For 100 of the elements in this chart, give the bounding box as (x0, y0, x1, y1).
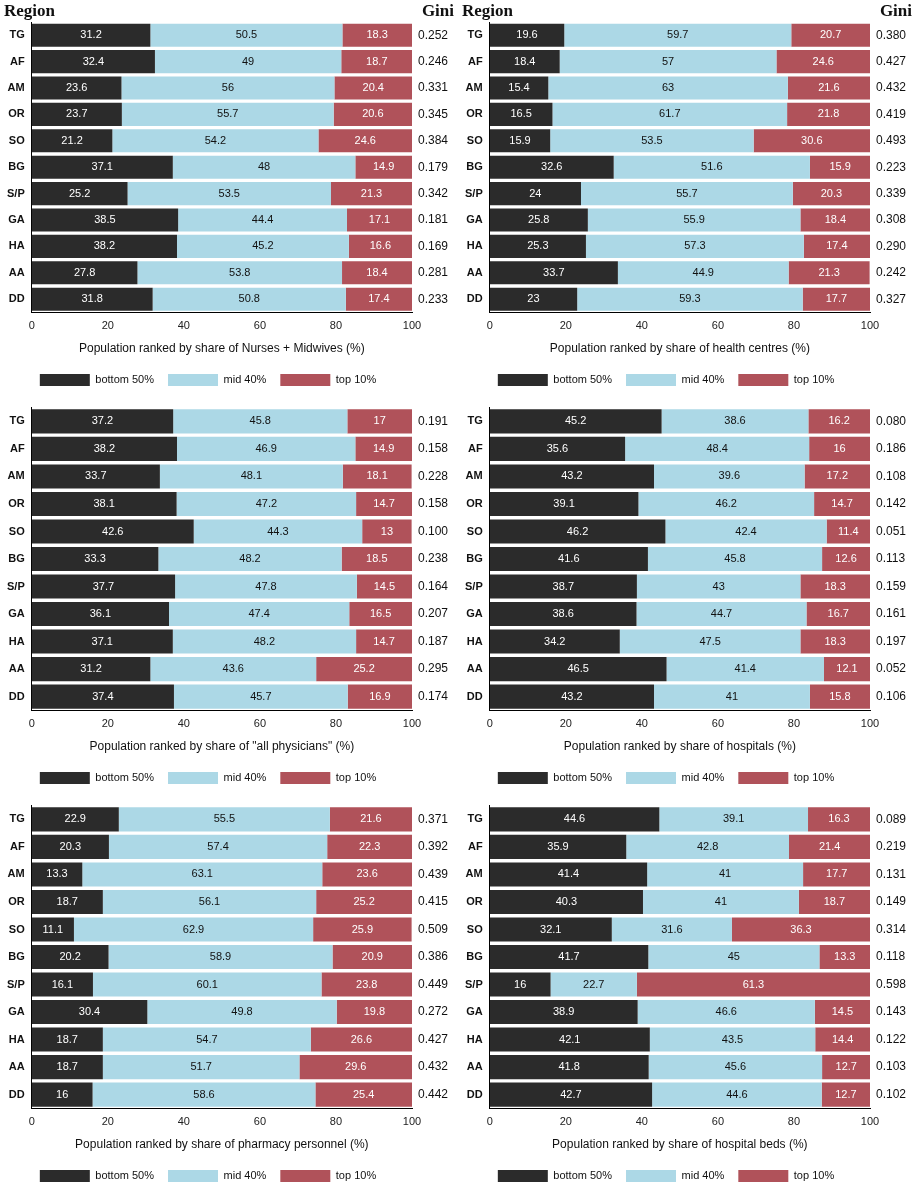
bar (348, 234, 412, 258)
text: 0.290 (876, 238, 907, 253)
bar (31, 129, 113, 153)
text: 0.143 (876, 1004, 907, 1019)
y-tick-label: HA (8, 239, 25, 252)
bar (178, 208, 347, 232)
y-tick-label: OR (8, 894, 25, 907)
bar (587, 208, 801, 232)
bar (564, 23, 792, 47)
x-tick-label: 20 (559, 717, 572, 730)
x-tick-label: 40 (635, 319, 648, 332)
data-label: 32.4 (82, 54, 105, 67)
y-tick-label: DD (466, 1087, 483, 1100)
data-label: 39.1 (722, 812, 745, 825)
bar (648, 944, 820, 970)
data-label: 14.9 (372, 441, 395, 454)
text: Gini (879, 1, 913, 21)
bar (92, 972, 322, 997)
data-label: 41.4 (557, 867, 580, 880)
x-axis-title: Population ranked by share of health centres (%) (549, 341, 810, 356)
data-label: 18.7 (56, 1060, 78, 1073)
bar (550, 129, 754, 153)
bar (585, 234, 804, 258)
bar (31, 657, 151, 682)
legend-label: bottom 50% (553, 771, 613, 784)
legend-label: top 10% (793, 373, 835, 386)
bar (611, 917, 732, 942)
data-label: 41 (718, 867, 732, 880)
bar (332, 944, 412, 970)
data-label: 43.2 (561, 689, 583, 702)
data-label: 14.9 (372, 160, 395, 173)
text: 0.392 (418, 839, 449, 854)
bar (31, 629, 173, 654)
bar (814, 491, 870, 516)
bar (489, 684, 655, 709)
y-tick-label: AF (10, 54, 25, 67)
bar (753, 129, 870, 153)
bar (329, 807, 412, 832)
data-label: 14.7 (373, 496, 395, 509)
legend-label: top 10% (793, 1169, 835, 1182)
text: 0.493 (876, 133, 907, 148)
bar (31, 287, 153, 311)
y-tick-label: AA (466, 1060, 483, 1073)
bar (31, 944, 109, 970)
y-tick-label: AF (468, 441, 483, 454)
data-label: 35.9 (547, 839, 569, 852)
x-axis-title: Population ranked by share of hospitals (%) (563, 739, 796, 754)
data-label: 22.3 (358, 839, 381, 852)
data-label: 32.6 (541, 160, 563, 173)
data-label: 55.7 (217, 107, 239, 120)
bar (333, 102, 412, 126)
data-label: 31.2 (80, 662, 102, 675)
text: 0.219 (876, 839, 907, 854)
data-label: 21.3 (818, 265, 840, 278)
data-label: 16.7 (827, 607, 849, 620)
bar (789, 834, 870, 859)
bar (489, 657, 667, 682)
data-label: 45.8 (724, 552, 746, 565)
text: 0.233 (418, 291, 449, 306)
text: 0.272 (418, 1004, 449, 1019)
y-tick-label: HA (466, 239, 483, 252)
bar (489, 834, 627, 859)
text: 0.327 (876, 291, 907, 306)
text: 0.242 (876, 265, 907, 280)
bar (31, 574, 176, 599)
text: 0.051 (876, 523, 907, 538)
data-label: 23.7 (66, 107, 88, 120)
text: 0.108 (876, 468, 907, 483)
data-label: 53.8 (229, 265, 251, 278)
data-label: 15.4 (508, 81, 530, 94)
data-label: 44.6 (563, 812, 586, 825)
y-tick-label: TG (9, 414, 25, 427)
data-label: 36.1 (89, 607, 112, 620)
data-label: 48.2 (239, 552, 261, 565)
data-label: 42.8 (696, 839, 719, 852)
bar (821, 1082, 870, 1107)
bar (791, 23, 870, 47)
bar (121, 102, 334, 126)
text: 0.089 (876, 811, 907, 826)
bar (31, 182, 128, 206)
y-tick-label: BG (466, 552, 483, 565)
bar (802, 287, 870, 311)
x-tick-label: 80 (329, 319, 343, 332)
text: 0.281 (418, 265, 449, 280)
data-label: 21.8 (817, 107, 840, 120)
data-label: 61.3 (742, 977, 765, 990)
text: 0.106 (876, 688, 907, 703)
y-tick-label: OR (466, 496, 483, 509)
bar (489, 102, 553, 126)
bar (617, 261, 789, 285)
bar (31, 834, 109, 859)
bar (550, 972, 637, 997)
data-label: 16.3 (828, 812, 850, 825)
y-tick-label: SO (8, 524, 26, 537)
y-tick-label: OR (8, 496, 25, 509)
bar (652, 1082, 822, 1107)
data-label: 63.1 (191, 867, 213, 880)
data-label: 37.4 (92, 689, 114, 702)
bar (788, 261, 870, 285)
bar (346, 208, 412, 232)
